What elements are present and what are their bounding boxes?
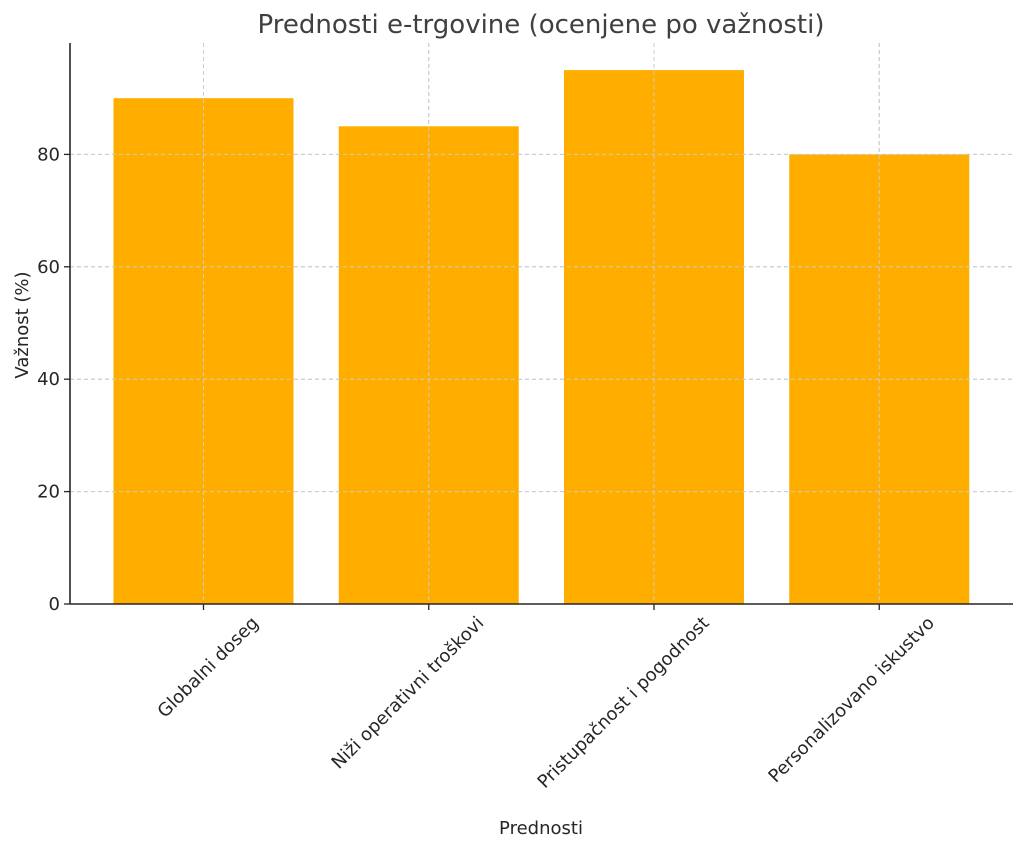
x-tick-label: Pristupačnost i pogodnost	[533, 613, 713, 793]
x-tick-label: Globalni doseg	[154, 613, 264, 723]
x-tick-label: Personalizovano iskustvo	[764, 613, 938, 787]
y-tick-label: 0	[49, 594, 60, 615]
y-tick-label: 80	[37, 144, 60, 165]
y-tick-label: 60	[37, 257, 60, 278]
bars	[70, 43, 1013, 605]
axes	[64, 43, 1013, 610]
y-tick-label: 40	[37, 369, 60, 390]
y-tick-label: 20	[37, 482, 60, 503]
chart-title: Prednosti e-trgovine (ocenjene po važnos…	[258, 10, 825, 40]
x-tick-label: Niži operativni troškovi	[328, 613, 489, 774]
y-axis-label: Važnost (%)	[12, 271, 33, 378]
x-axis-label: Prednosti	[499, 818, 583, 839]
